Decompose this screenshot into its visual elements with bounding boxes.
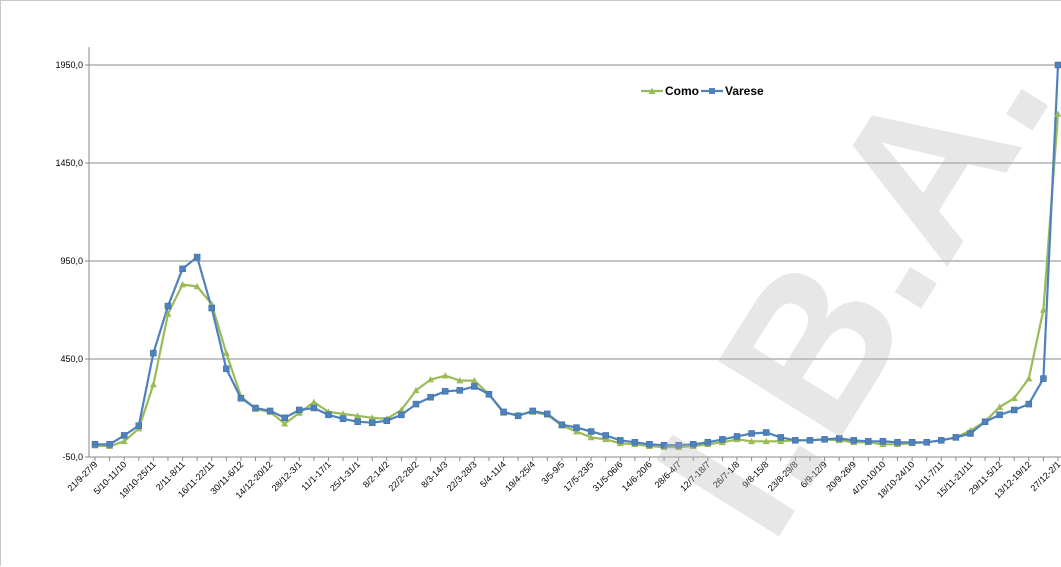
data-point-varese: [953, 434, 959, 440]
data-point-varese: [136, 423, 142, 429]
data-point-varese: [997, 412, 1003, 418]
data-point-varese: [544, 411, 550, 417]
data-point-varese: [267, 408, 273, 414]
data-point-varese: [311, 405, 317, 411]
data-point-varese: [501, 409, 507, 415]
data-point-varese: [515, 413, 521, 419]
data-point-varese: [1055, 62, 1061, 68]
x-tick-label: 17/5-23/5: [562, 459, 596, 493]
data-point-varese: [121, 432, 127, 438]
data-point-varese: [223, 366, 229, 372]
data-point-varese: [1040, 376, 1046, 382]
legend-marker-varese: [709, 88, 715, 94]
data-point-varese: [909, 439, 915, 445]
y-tick-label: 1950,0: [55, 60, 83, 70]
legend: Como Varese: [641, 84, 764, 98]
data-point-varese: [355, 419, 361, 425]
data-point-varese: [486, 391, 492, 397]
data-point-varese: [413, 401, 419, 407]
x-tick-label: 11/1-17/1: [299, 459, 332, 492]
y-tick-label: 450,0: [60, 354, 83, 364]
x-tick-label: 27/12-2/1: [1028, 459, 1061, 493]
x-tick-label: 3/5-9/5: [539, 459, 566, 486]
data-point-varese: [340, 416, 346, 422]
data-point-varese: [1011, 407, 1017, 413]
data-point-como: [150, 381, 157, 387]
data-point-varese: [471, 383, 477, 389]
y-tick-label: 1450,0: [55, 158, 83, 168]
x-tick-label: 25/1-31/1: [328, 459, 362, 493]
data-point-varese: [559, 422, 565, 428]
data-point-como: [310, 399, 317, 405]
data-point-varese: [238, 395, 244, 401]
data-point-varese: [938, 437, 944, 443]
data-point-varese: [296, 407, 302, 413]
data-point-como: [223, 350, 230, 356]
data-point-varese: [180, 266, 186, 272]
data-point-varese: [603, 432, 609, 438]
data-point-varese: [282, 415, 288, 421]
data-point-varese: [457, 387, 463, 393]
data-point-varese: [253, 405, 259, 411]
data-point-varese: [588, 429, 594, 435]
data-point-varese: [967, 430, 973, 436]
data-point-varese: [442, 388, 448, 394]
data-point-varese: [165, 303, 171, 309]
data-point-varese: [325, 412, 331, 418]
data-point-como: [1025, 375, 1032, 381]
x-tick-label: 22/3-28/3: [445, 459, 479, 493]
legend-label-como: Como: [665, 84, 699, 98]
data-point-varese: [150, 350, 156, 356]
legend-label-varese: Varese: [725, 84, 764, 98]
data-point-varese: [982, 419, 988, 425]
data-point-varese: [398, 412, 404, 418]
data-point-varese: [530, 408, 536, 414]
data-point-varese: [107, 441, 113, 447]
data-point-varese: [384, 418, 390, 424]
data-point-varese: [574, 425, 580, 431]
data-point-varese: [428, 394, 434, 400]
data-point-varese: [924, 439, 930, 445]
data-point-varese: [369, 420, 375, 426]
x-tick-label: 31/5-06/6: [591, 459, 625, 493]
data-point-varese: [194, 254, 200, 260]
data-point-varese: [92, 441, 98, 447]
y-tick-label: -50,0: [62, 452, 83, 462]
x-tick-label: 19/4-25/4: [503, 459, 537, 493]
data-point-varese: [895, 439, 901, 445]
y-tick-labels: -50,0 450,0 950,0 1450,0 1950,0: [55, 60, 83, 462]
data-point-varese: [1026, 401, 1032, 407]
y-tick-label: 950,0: [60, 256, 83, 266]
x-tick-labels: 21/9-27/95/10-11/1019/10-25/112/11-8/111…: [65, 459, 1061, 500]
data-point-varese: [209, 305, 215, 311]
x-tick-label: 22/2-28/2: [386, 459, 420, 493]
x-tick-label: 28/12-3/1: [270, 459, 304, 493]
